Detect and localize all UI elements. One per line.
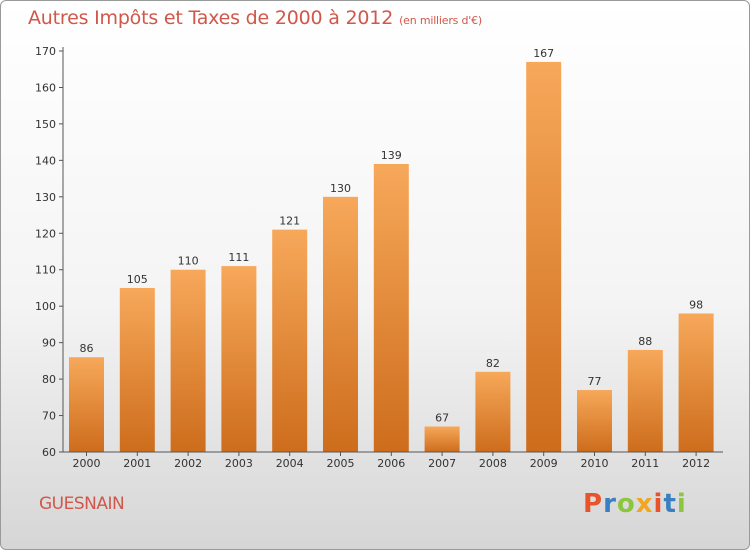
x-tick-label: 2001 [123, 457, 151, 470]
chart-title-text: Autres Impôts et Taxes de 2000 à 2012 [28, 7, 394, 29]
y-tick-label: 100 [35, 300, 56, 313]
bar-value-label: 139 [381, 149, 402, 162]
logo-letter: P [583, 489, 604, 519]
bar-2001 [119, 287, 155, 452]
x-tick-label: 2004 [276, 457, 304, 470]
y-tick-label: 110 [35, 264, 56, 277]
logo-letter: x [635, 489, 654, 519]
bar-value-label: 130 [330, 182, 351, 195]
chart-unit: (en milliers d'€) [399, 14, 482, 27]
y-tick-label: 90 [42, 337, 56, 350]
y-tick-label: 140 [35, 154, 56, 167]
logo-letter: i [653, 489, 664, 519]
bar-2012 [678, 313, 714, 452]
x-tick-label: 2007 [428, 457, 456, 470]
logo-letter: r [603, 489, 617, 519]
x-tick-label: 2010 [581, 457, 609, 470]
y-tick-label: 130 [35, 191, 56, 204]
bar-value-label: 98 [689, 298, 703, 311]
x-tick-label: 2003 [225, 457, 253, 470]
bar-value-label: 67 [435, 411, 449, 424]
chart-title: Autres Impôts et Taxes de 2000 à 2012 (en… [28, 7, 482, 29]
bar-2007 [424, 426, 460, 452]
bar-value-label: 121 [279, 215, 300, 228]
y-tick-label: 150 [35, 118, 56, 131]
y-tick-label: 160 [35, 81, 56, 94]
logo-letter: i [676, 489, 687, 519]
y-tick-label: 60 [42, 446, 56, 459]
x-tick-label: 2012 [682, 457, 710, 470]
bar-2005 [323, 196, 358, 452]
bar-value-label: 105 [127, 273, 148, 286]
bar-2002 [170, 269, 206, 452]
x-tick-label: 2002 [174, 457, 202, 470]
logo-letter: t [663, 489, 677, 519]
bar-value-label: 86 [80, 342, 94, 355]
y-tick-label: 70 [42, 410, 56, 423]
y-tick-label: 80 [42, 373, 56, 386]
proxiti-logo: Proxiti [583, 489, 687, 519]
bar-value-label: 77 [588, 375, 602, 388]
y-tick-label: 170 [35, 45, 56, 58]
bar-value-label: 167 [533, 47, 554, 60]
bar-2004 [272, 229, 308, 452]
bar-2006 [373, 164, 409, 452]
bar-2008 [475, 371, 511, 452]
y-tick-label: 120 [35, 227, 56, 240]
bar-value-label: 111 [228, 251, 249, 264]
x-tick-label: 2005 [327, 457, 355, 470]
x-tick-label: 2008 [479, 457, 507, 470]
bar-2010 [577, 390, 612, 452]
logo-letter: o [616, 489, 636, 519]
x-tick-label: 2009 [530, 457, 558, 470]
bar-2003 [221, 266, 257, 452]
bar-2009 [526, 61, 562, 452]
bar-2000 [69, 357, 104, 452]
x-tick-label: 2011 [631, 457, 659, 470]
x-tick-label: 2000 [73, 457, 101, 470]
bar-value-label: 82 [486, 357, 500, 370]
bar-2011 [627, 349, 663, 452]
commune-name: GUESNAIN [39, 494, 125, 514]
bar-value-label: 110 [178, 255, 199, 268]
bar-value-label: 88 [638, 335, 652, 348]
x-tick-label: 2006 [377, 457, 405, 470]
